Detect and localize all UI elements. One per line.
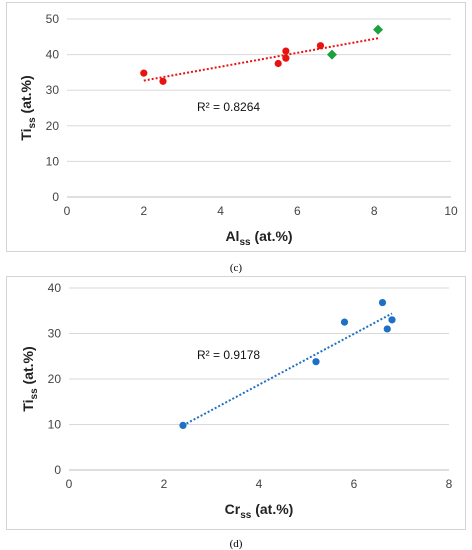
y-tick-label: 40 [46,48,60,62]
y-tick-label: 50 [46,12,60,26]
y-tick-label: 0 [54,463,61,477]
x-tick-label: 4 [256,477,263,491]
data-point [159,77,167,85]
x-axis-title: Crss (at.%) [225,501,294,521]
y-tick-label: 30 [46,83,60,97]
data-point [282,47,290,55]
data-point [383,325,391,333]
y-tick-label: 40 [48,281,62,295]
data-point [282,54,290,62]
y-tick-label: 20 [46,119,60,133]
x-tick-label: 0 [66,477,73,491]
caption-d: (d) [229,538,243,550]
y-tick-label: 10 [48,418,62,432]
trendline [143,37,379,82]
data-point [312,358,320,366]
r-squared-label: R² = 0.9178 [197,348,260,362]
x-tick-label: 6 [351,477,358,491]
x-tick-label: 8 [446,477,453,491]
scatter-chart-d: 0 10 20 30 40 0 2 4 6 8 Crss (at.%) Tiss (at.%) R² =… [20,281,453,521]
data-point [316,42,325,50]
y-tick-label: 30 [48,327,62,341]
x-tick-label: 10 [444,204,458,218]
x-tick-label: 4 [217,204,224,218]
x-tick-label: 2 [161,477,168,491]
y-axis-title: Tiss (at.%) [20,346,40,411]
scatter-chart-c: 0 10 20 30 40 50 0 2 4 6 8 10 Alss (at.%) Tiss (at.%)… [18,12,458,248]
x-tick-label: 0 [64,204,71,218]
x-tick-label: 8 [371,204,378,218]
x-tick-label: 2 [140,204,147,218]
y-tick-label: 20 [48,372,62,386]
trendline [182,312,393,427]
data-point [388,316,396,324]
r-squared-label: R² = 0.8264 [197,100,260,114]
data-point [179,421,187,430]
x-tick-label: 6 [294,204,301,218]
chart-panel-c: 0 10 20 30 40 50 0 2 4 6 8 10 Alss (at.%) Tiss (at.%)… [6,2,466,252]
data-point-diamond [326,49,337,60]
caption-c: (c) [229,262,243,274]
y-tick-label: 10 [46,154,60,168]
data-point [274,59,282,68]
data-point [340,318,349,326]
data-point [140,69,148,77]
data-point [378,298,387,307]
data-point-diamond [373,24,384,35]
y-axis-title: Tiss (at.%) [18,75,38,140]
x-axis-title: Alss (at.%) [225,228,292,248]
y-tick-label: 0 [52,190,59,204]
chart-panel-d: 0 10 20 30 40 0 2 4 6 8 Crss (at.%) Tiss (at.%) R² =… [6,276,466,530]
